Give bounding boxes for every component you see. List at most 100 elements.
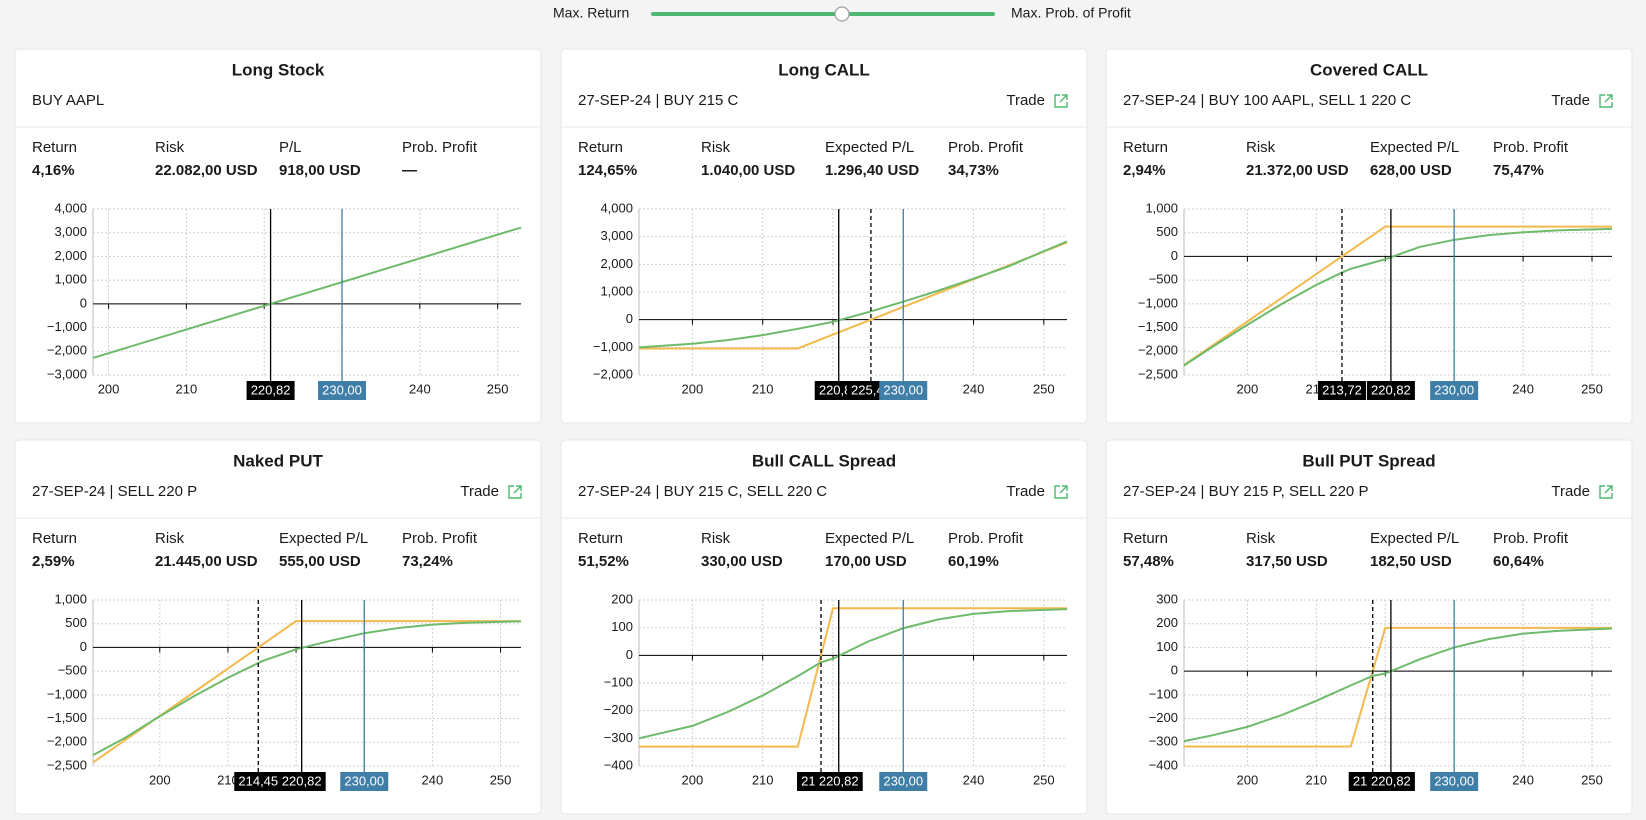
- metric-value: 2,94%: [1123, 162, 1166, 179]
- pl-line: [92, 620, 522, 756]
- marker-label: 230,00: [1434, 773, 1474, 788]
- metric-label: Expected P/L: [1370, 530, 1459, 547]
- strategy-card: Long Stock BUY AAPL Return 4,16% Risk 22.082,…: [14, 48, 542, 424]
- x-tick-label: 250: [1033, 772, 1055, 787]
- metric-label: Risk: [701, 139, 731, 156]
- icon-box: [1599, 485, 1613, 499]
- y-tick-label: 3,000: [54, 224, 87, 239]
- x-tick-label: 240: [963, 381, 985, 396]
- pl-line: [1183, 227, 1613, 367]
- marker-label: 214,45: [238, 773, 278, 788]
- marker-label: 230,00: [322, 382, 362, 397]
- metric-value: 1.296,40 USD: [825, 162, 919, 179]
- y-tick-label: 100: [1156, 639, 1178, 654]
- x-tick-label: 240: [963, 772, 985, 787]
- y-tick-label: −2,500: [47, 757, 87, 772]
- metric-label: Prob. Profit: [402, 530, 478, 547]
- external-link-icon[interactable]: [508, 485, 522, 499]
- y-tick-label: 500: [65, 615, 87, 630]
- y-tick-label: 2,000: [54, 248, 87, 263]
- metric-label: Risk: [1246, 139, 1276, 156]
- metric-value: 2,59%: [32, 553, 75, 570]
- y-tick-label: 0: [626, 311, 633, 326]
- marker-label-box: [1366, 772, 1415, 791]
- metric-value: 4,16%: [32, 162, 75, 179]
- metric-value: 73,24%: [402, 553, 453, 570]
- marker-label: 230,00: [883, 773, 923, 788]
- marker-label-box: [1430, 772, 1479, 791]
- x-tick-label: 250: [490, 772, 512, 787]
- marker-label: 230,00: [883, 382, 923, 397]
- metric-label: Expected P/L: [1370, 139, 1459, 156]
- external-link-icon[interactable]: [1599, 485, 1613, 499]
- metric-value: 57,48%: [1123, 553, 1174, 570]
- strategy-card: Long CALL 27-SEP-24 | BUY 215 C Trade Retur…: [560, 48, 1088, 424]
- card-subtitle: 27-SEP-24 | BUY 215 C: [578, 92, 739, 109]
- x-tick-label: 200: [98, 381, 120, 396]
- slider-right-label: Max. Prob. of Profit: [1011, 5, 1131, 21]
- slider-left-label: Max. Return: [553, 5, 629, 21]
- x-tick-label: 210: [217, 772, 239, 787]
- y-tick-label: −1,500: [1138, 319, 1178, 334]
- metric-label: Prob. Profit: [948, 139, 1024, 156]
- marker-label-box: [1430, 381, 1479, 400]
- trade-link[interactable]: Trade: [1006, 483, 1045, 500]
- marker-label-box: [277, 772, 326, 791]
- card-background: [14, 48, 542, 424]
- trade-link[interactable]: Trade: [1006, 92, 1045, 109]
- y-tick-label: −2,000: [593, 366, 633, 381]
- x-tick-label: 250: [1581, 381, 1603, 396]
- y-tick-label: −1,500: [47, 710, 87, 725]
- trade-link[interactable]: Trade: [1551, 92, 1590, 109]
- y-tick-label: −500: [1149, 272, 1178, 287]
- x-tick-label: 250: [1581, 772, 1603, 787]
- metric-value: 1.040,00 USD: [701, 162, 795, 179]
- trade-link[interactable]: Trade: [1551, 483, 1590, 500]
- marker-label-box: [340, 772, 389, 791]
- metric-value: 317,50 USD: [1246, 553, 1328, 570]
- y-tick-label: −100: [604, 674, 633, 689]
- external-link-icon[interactable]: [1054, 94, 1068, 108]
- external-link-icon[interactable]: [1054, 485, 1068, 499]
- icon-arrow: [1604, 485, 1613, 494]
- marker-label: 230,00: [344, 773, 384, 788]
- trade-link[interactable]: Trade: [460, 483, 499, 500]
- metric-label: Return: [1123, 530, 1168, 547]
- external-link-icon[interactable]: [1599, 94, 1613, 108]
- marker-label: 213,72: [1322, 382, 1362, 397]
- y-tick-label: −100: [1149, 686, 1178, 701]
- metric-value: 60,19%: [948, 553, 999, 570]
- metric-value: 124,65%: [578, 162, 637, 179]
- y-tick-label: −300: [604, 730, 633, 745]
- marker-label-box: [814, 772, 863, 791]
- pl-line: [1183, 225, 1612, 366]
- y-tick-label: 0: [1171, 663, 1178, 678]
- slider-knob[interactable]: [834, 6, 850, 22]
- metric-label: Prob. Profit: [948, 530, 1024, 547]
- metric-value: 51,52%: [578, 553, 629, 570]
- card-title: Bull CALL Spread: [752, 451, 896, 470]
- metric-label: Risk: [155, 139, 185, 156]
- metric-value: 21.372,00 USD: [1246, 162, 1349, 179]
- pl-line: [638, 240, 1068, 349]
- metric-value: 34,73%: [948, 162, 999, 179]
- y-tick-label: 1,000: [600, 283, 633, 298]
- pl-line: [1183, 627, 1613, 743]
- icon-box: [1599, 94, 1613, 108]
- y-tick-label: −400: [604, 757, 633, 772]
- y-tick-label: −2,000: [47, 734, 87, 749]
- y-tick-label: −1,000: [47, 319, 87, 334]
- icon-arrow: [1604, 94, 1613, 103]
- metric-value: 170,00 USD: [825, 553, 907, 570]
- metric-label: Prob. Profit: [1493, 139, 1569, 156]
- x-tick-label: 210: [752, 772, 774, 787]
- card-subtitle: 27-SEP-24 | SELL 220 P: [32, 483, 197, 500]
- x-tick-label: 210: [1305, 772, 1327, 787]
- icon-box: [508, 485, 522, 499]
- metric-label: Prob. Profit: [402, 139, 478, 156]
- x-tick-label: 200: [1237, 772, 1259, 787]
- card-background: [1105, 439, 1633, 815]
- y-tick-label: 2,000: [600, 256, 633, 271]
- y-tick-label: −1,000: [1138, 295, 1178, 310]
- y-tick-label: −1,000: [47, 686, 87, 701]
